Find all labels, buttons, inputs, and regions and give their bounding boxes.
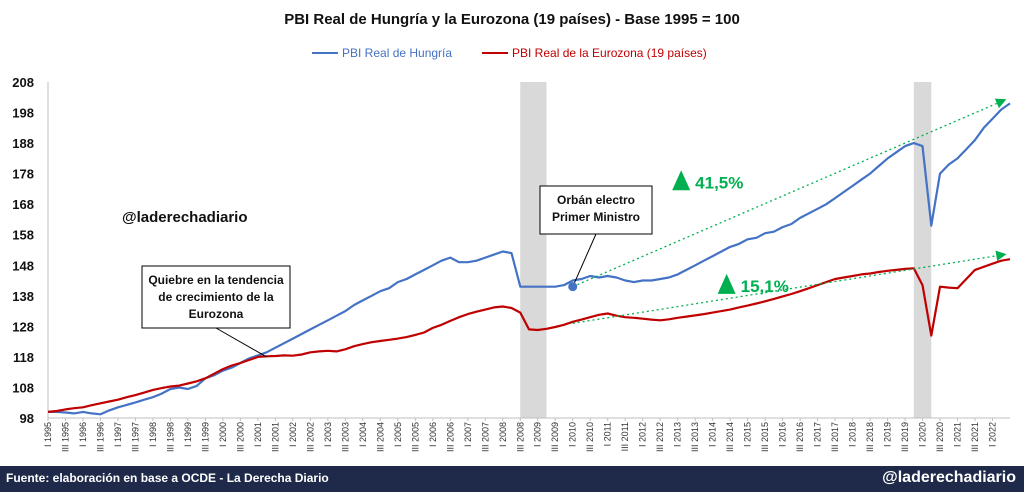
- x-tick-label: III 2003: [340, 422, 350, 452]
- x-tick-label: III 2020: [935, 422, 945, 452]
- x-tick-label: III 2002: [305, 422, 315, 452]
- x-tick-label: III 1999: [200, 422, 210, 452]
- x-tick-label: I 1996: [78, 422, 88, 447]
- x-tick-label: I 2005: [393, 422, 403, 447]
- y-tick-label: 98: [20, 411, 34, 426]
- x-tick-label: I 2006: [428, 422, 438, 447]
- x-tick-label: I 1995: [43, 422, 53, 447]
- chart-title: PBI Real de Hungría y la Eurozona (19 pa…: [284, 11, 740, 28]
- y-tick-label: 108: [12, 380, 34, 395]
- y-tick-label: 128: [12, 319, 34, 334]
- x-tick-label: III 2016: [795, 422, 805, 452]
- x-tick-label: I 2016: [778, 422, 788, 447]
- y-tick-label: 148: [12, 258, 34, 273]
- eurozone-growth-triangle: [717, 273, 736, 294]
- x-tick-label: I 2019: [883, 422, 893, 447]
- x-tick-label: I 2018: [848, 422, 858, 447]
- x-tick-label: III 2007: [480, 422, 490, 452]
- series-line-1: [47, 258, 1011, 413]
- orban-callout-text: Orbán electro: [557, 193, 635, 207]
- x-tick-label: III 2018: [865, 422, 875, 452]
- x-tick-label: I 2013: [673, 422, 683, 447]
- x-tick-label: I 2002: [288, 422, 298, 447]
- break-callout-text: de crecimiento de la: [158, 290, 274, 304]
- y-tick-label: 198: [12, 106, 34, 121]
- recession-band-0: [520, 82, 547, 418]
- y-tick-label: 118: [13, 350, 34, 365]
- legend-label-0: PBI Real de Hungría: [342, 46, 452, 60]
- trend-line-0: [572, 98, 1007, 288]
- x-tick-label: I 2004: [358, 422, 368, 447]
- x-tick-label: I 1997: [113, 422, 123, 447]
- x-tick-label: III 1997: [130, 422, 140, 452]
- orban-callout-marker: [568, 282, 578, 292]
- x-tick-label: I 2003: [323, 422, 333, 447]
- y-tick-label: 188: [12, 136, 34, 151]
- x-tick-label: III 2021: [970, 422, 980, 452]
- x-tick-label: I 2000: [218, 422, 228, 447]
- break-callout-text: Eurozona: [189, 307, 244, 321]
- footer-bar: Fuente: elaboración en base a OCDE - La …: [0, 466, 1024, 492]
- break-callout-text: Quiebre en la tendencia: [148, 273, 284, 287]
- legend-label-1: PBI Real de la Eurozona (19 países): [512, 46, 707, 60]
- y-tick-label: 138: [12, 289, 34, 304]
- x-tick-label: III 1995: [60, 422, 70, 452]
- x-tick-label: I 1999: [183, 422, 193, 447]
- chart-canvas: 98 108 118 128 138 148 158 168 178 188 198 208 I 199…: [12, 11, 1011, 452]
- footer-handle: @laderechadiario: [882, 469, 1016, 486]
- x-tick-label: III 2000: [235, 422, 245, 452]
- x-tick-label: III 2001: [270, 422, 280, 452]
- x-tick-label: I 1998: [148, 422, 158, 447]
- orban-callout-text: Primer Ministro: [552, 210, 640, 224]
- hungary-growth-label: 41,5%: [695, 173, 743, 192]
- eurozone-growth-label: 15,1%: [741, 277, 789, 296]
- x-tick-label: I 2015: [743, 422, 753, 447]
- x-tick-label: I 2007: [463, 422, 473, 447]
- y-tick-label: 158: [12, 228, 34, 243]
- x-tick-label: I 2017: [813, 422, 823, 447]
- x-tick-label: III 2005: [410, 422, 420, 452]
- x-tick-label: I 2001: [253, 422, 263, 447]
- hungary-growth-triangle: [672, 170, 691, 191]
- x-tick-label: III 2009: [550, 422, 560, 452]
- y-tick-label: 168: [12, 197, 34, 212]
- x-tick-label: III 1996: [95, 422, 105, 452]
- recession-band-1: [913, 82, 932, 418]
- x-tick-label: III 2008: [515, 422, 525, 452]
- break-callout-box: [141, 265, 291, 329]
- x-tick-label: III 2013: [690, 422, 700, 452]
- footer-source: Fuente: elaboración en base a OCDE - La …: [6, 471, 329, 485]
- x-tick-label: III 2004: [375, 422, 385, 452]
- x-tick-label: I 2008: [498, 422, 508, 447]
- chart-watermark: @laderechadiario: [122, 209, 248, 226]
- x-tick-label: I 2020: [918, 422, 928, 447]
- x-tick-label: I 2014: [708, 422, 718, 447]
- x-tick-label: I 2009: [533, 422, 543, 447]
- orban-callout-box: [539, 185, 653, 235]
- x-tick-label: III 2015: [760, 422, 770, 452]
- x-tick-label: I 2011: [603, 422, 613, 446]
- x-tick-label: III 2011: [620, 422, 630, 451]
- x-tick-label: III 2010: [585, 422, 595, 452]
- x-tick-label: I 2022: [988, 422, 998, 447]
- y-tick-label: 208: [12, 75, 34, 90]
- y-tick-label: 178: [12, 167, 34, 182]
- x-tick-label: III 2017: [830, 422, 840, 452]
- x-tick-label: I 2021: [953, 422, 963, 447]
- x-tick-label: III 2014: [725, 422, 735, 452]
- x-tick-label: III 2019: [900, 422, 910, 452]
- orban-callout-pointer: [572, 233, 597, 287]
- x-tick-label: I 2012: [638, 422, 648, 447]
- x-tick-label: I 2010: [568, 422, 578, 447]
- x-tick-label: III 2012: [655, 422, 665, 452]
- break-callout-pointer: [215, 327, 267, 358]
- x-tick-label: III 2006: [445, 422, 455, 452]
- x-tick-label: III 1998: [165, 422, 175, 452]
